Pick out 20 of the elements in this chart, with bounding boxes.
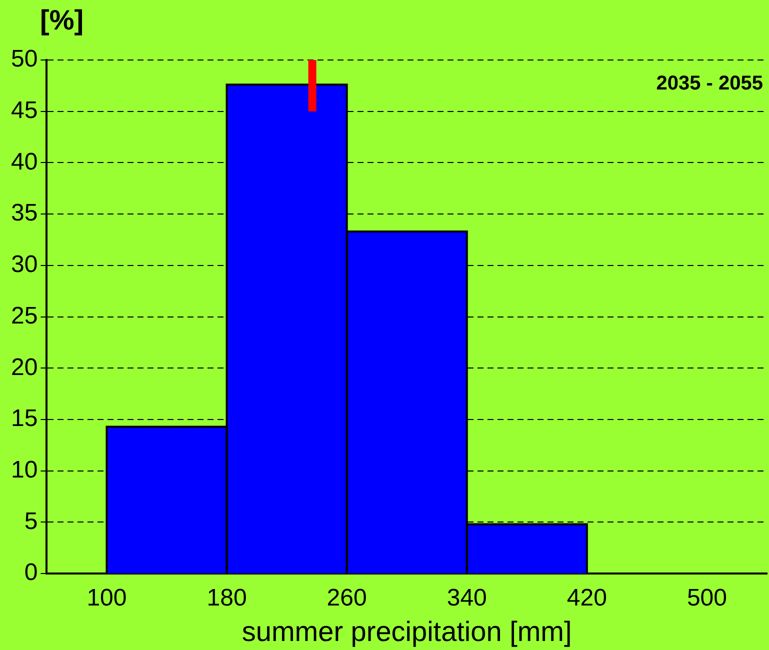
x-tick-label: 260	[326, 584, 367, 612]
y-tick-label: 40	[10, 148, 38, 176]
y-tick-label: 50	[10, 46, 38, 73]
x-tick-label: 100	[86, 584, 127, 612]
y-axis-title: [%]	[40, 4, 84, 36]
y-tick-label: 35	[10, 200, 38, 227]
x-axis-title: summer precipitation [mm]	[242, 616, 572, 647]
y-tick-label: 30	[10, 251, 38, 278]
annotation: 2035 - 2055	[656, 72, 763, 95]
x-tick-label: 500	[686, 584, 727, 612]
y-tick-label: 5	[24, 508, 38, 535]
x-tick-label: 420	[566, 584, 607, 612]
y-tick-label: 0	[24, 559, 38, 586]
y-tick-label: 15	[10, 405, 38, 432]
y-tick-label: 25	[10, 302, 38, 330]
y-tick-label: 45	[10, 96, 38, 124]
x-tick-label: 340	[446, 584, 487, 612]
x-tick-label: 180	[206, 584, 247, 612]
y-tick-label: 10	[10, 456, 38, 484]
y-tick-label: 20	[10, 354, 38, 381]
